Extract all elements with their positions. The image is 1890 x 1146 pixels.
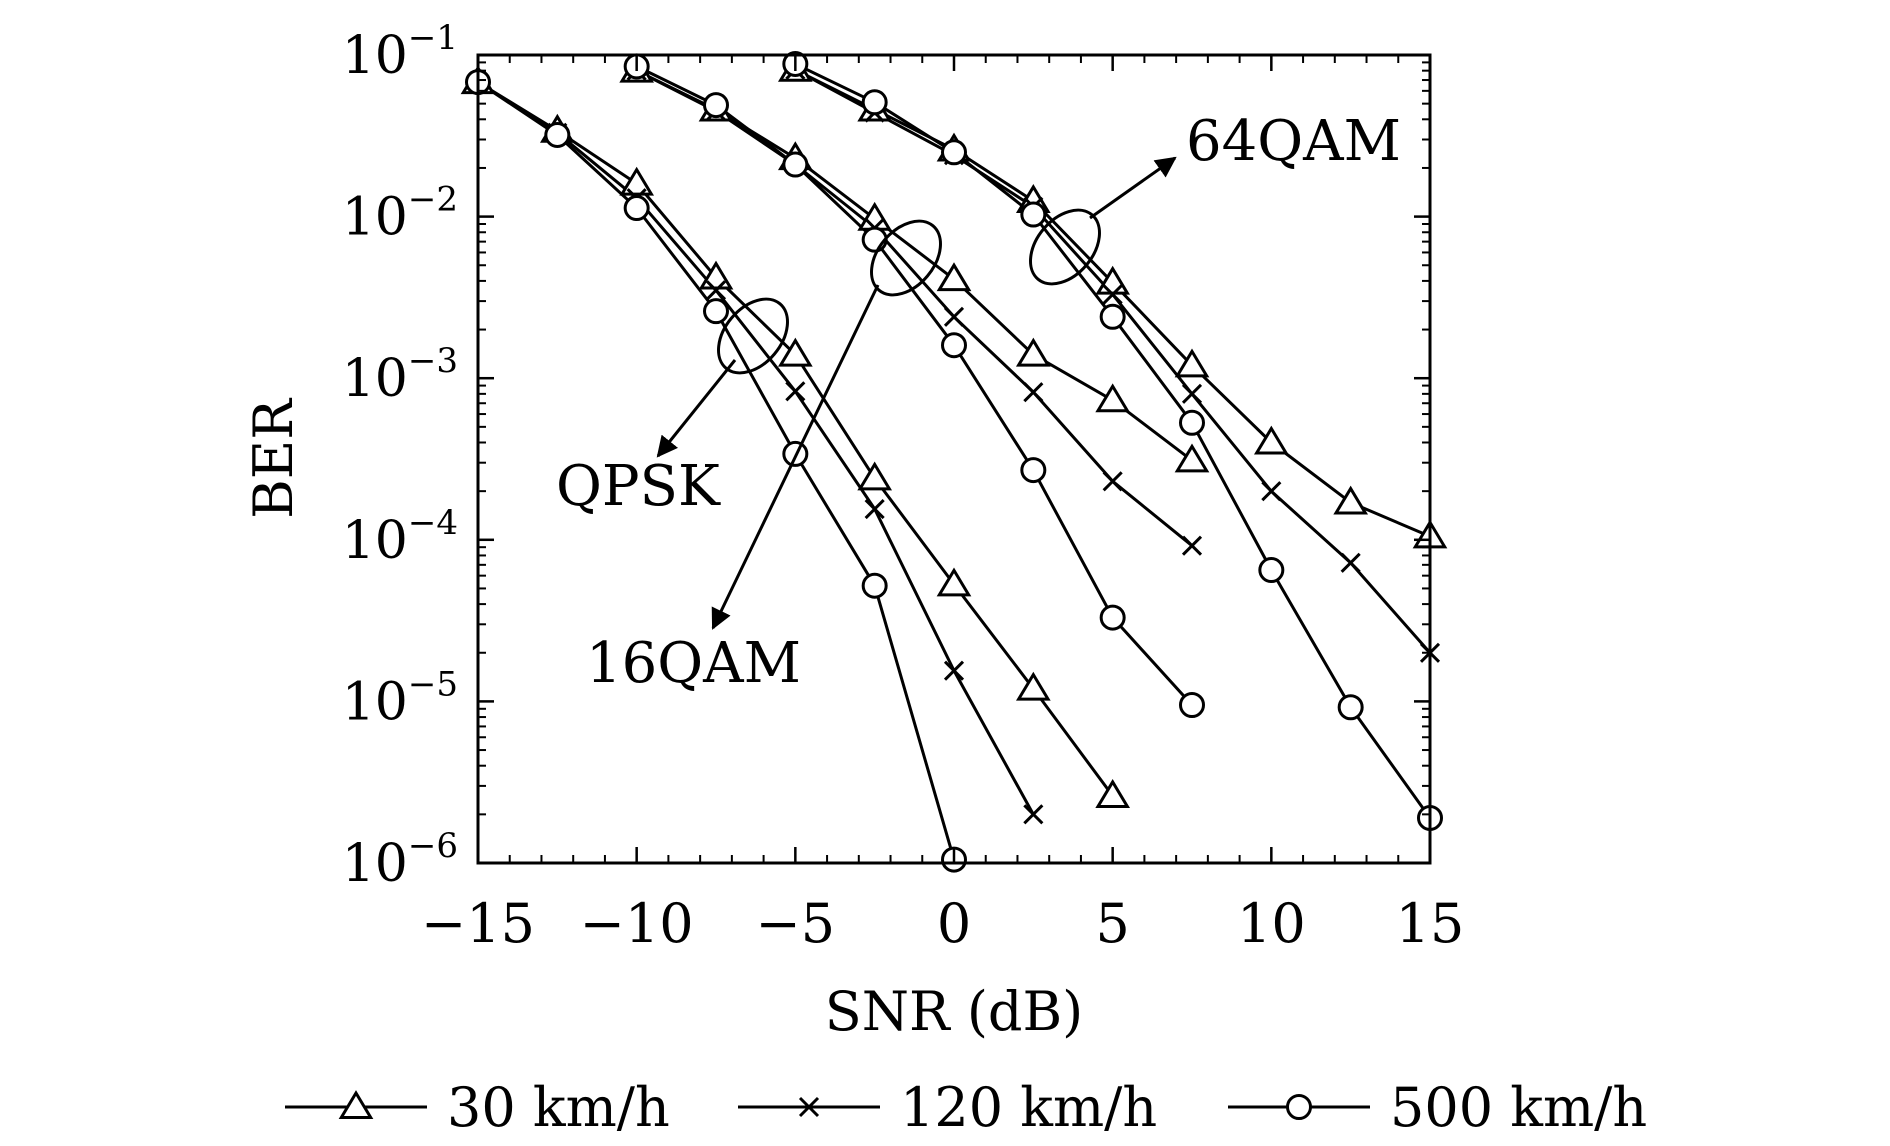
- x-tick-label: 5: [1095, 892, 1129, 955]
- data-point-64qam-x: [1102, 284, 1123, 305]
- data-point-qpsk-x: [785, 381, 806, 402]
- data-point-16qam-circle: [703, 92, 729, 119]
- data-point-qpsk-triangle: [619, 166, 655, 196]
- y-tick-label: 10−5: [342, 664, 458, 732]
- x-tick-label: −10: [580, 892, 694, 955]
- data-point-16qam-triangle: [936, 262, 972, 292]
- data-point-16qam-triangle: [1095, 383, 1131, 413]
- ticks-layer: [476, 53, 1432, 865]
- data-point-qpsk-triangle: [1095, 779, 1131, 808]
- x-tick-label: 0: [937, 892, 971, 955]
- data-point-16qam-x: [1181, 535, 1203, 556]
- legend: 30 km/h 120 km/h 500 km/h: [285, 1076, 1647, 1139]
- legend-label: 30 km/h: [447, 1076, 670, 1139]
- data-point-64qam-circle: [941, 139, 967, 166]
- y-tick-label: 10−2: [342, 180, 458, 248]
- data-point-qpsk-triangle: [777, 337, 813, 367]
- data-point-16qam-x: [943, 306, 965, 327]
- y-tick-label: 10−3: [342, 341, 458, 409]
- group-ellipse-16qam: [870, 219, 942, 297]
- data-point-qpsk-triangle: [857, 461, 893, 491]
- group-label-qpsk: QPSK: [556, 454, 721, 519]
- data-point-qpsk-triangle: [1015, 671, 1051, 701]
- data-point-64qam-circle: [861, 89, 888, 116]
- data-point-qpsk-x: [705, 280, 727, 301]
- data-point-16qam-triangle: [1174, 443, 1210, 473]
- data-point-64qam-circle: [1337, 694, 1364, 721]
- legend-item-x: 120 km/h: [738, 1076, 1157, 1139]
- group-label-16qam: 16QAM: [586, 631, 801, 696]
- group-arrow-64qam: [1089, 156, 1177, 220]
- data-point-16qam-circle: [782, 151, 809, 178]
- legend-item-triangle: 30 km/h: [285, 1076, 670, 1139]
- group-arrow-16qam: [711, 284, 880, 630]
- group-arrow-qpsk: [656, 359, 737, 458]
- data-point-16qam-triangle: [857, 201, 893, 231]
- data-point-64qam-circle: [1258, 557, 1285, 584]
- group-label-64qam: 64QAM: [1186, 109, 1401, 174]
- x-tick-label: 15: [1396, 892, 1465, 955]
- data-point-qpsk-circle: [861, 572, 888, 599]
- data-point-qpsk-circle: [544, 121, 571, 148]
- data-point-qpsk-x: [943, 660, 965, 681]
- legend-label: 120 km/h: [900, 1076, 1157, 1139]
- data-point-64qam-triangle: [1253, 425, 1289, 455]
- data-point-16qam-circle: [1179, 691, 1205, 718]
- data-point-64qam-triangle: [1333, 485, 1369, 515]
- data-point-16qam-x: [1023, 382, 1044, 403]
- y-tick-label: 10−6: [342, 826, 458, 894]
- data-point-qpsk-circle: [703, 298, 729, 325]
- data-point-64qam-x: [1261, 481, 1282, 502]
- y-tick-label: 10−1: [342, 18, 458, 86]
- data-point-qpsk-x: [864, 498, 885, 520]
- x-axis-label: SNR (dB): [825, 980, 1083, 1043]
- data-point-16qam-x: [1102, 471, 1123, 492]
- data-point-16qam-circle: [861, 226, 888, 253]
- data-point-64qam-circle: [1099, 303, 1126, 330]
- data-point-qpsk-x: [1023, 804, 1044, 825]
- legend-marker: [338, 1090, 374, 1119]
- markers-layer: [460, 50, 1448, 873]
- annotations-layer: QPSK 16QAM 64QAM: [556, 109, 1401, 696]
- x-tick-label: 10: [1237, 892, 1306, 955]
- x-tick-label: −5: [756, 892, 836, 955]
- legend-item-circle: 500 km/h: [1228, 1076, 1647, 1139]
- series-line-64qam-circle: [794, 62, 1432, 819]
- data-point-16qam-circle: [1020, 457, 1047, 484]
- legend-marker: [1286, 1094, 1312, 1120]
- data-point-64qam-triangle: [1174, 348, 1210, 378]
- data-point-16qam-circle: [1099, 604, 1126, 631]
- data-point-64qam-circle: [1179, 409, 1205, 436]
- legend-label: 500 km/h: [1390, 1076, 1647, 1139]
- group-ellipse-qpsk: [717, 297, 789, 375]
- series-line-qpsk-x: [477, 80, 1035, 816]
- data-point-16qam-triangle: [1015, 337, 1051, 367]
- tick-labels-layer: −15 −10 −5 0 5 10 15 10−1 10−2 10−3 10−4 10−5 10−6: [342, 18, 1465, 955]
- data-point-qpsk-circle: [623, 195, 650, 222]
- data-point-64qam-x: [1340, 552, 1361, 573]
- x-tick-label: −15: [421, 892, 535, 955]
- legend-marker: [798, 1096, 820, 1118]
- y-tick-label: 10−4: [342, 503, 458, 571]
- data-point-64qam-circle: [1020, 201, 1047, 228]
- data-point-64qam-x: [1181, 383, 1203, 404]
- y-axis-label: BER: [242, 398, 305, 519]
- data-point-16qam-circle: [941, 332, 967, 359]
- data-point-qpsk-triangle: [936, 567, 972, 597]
